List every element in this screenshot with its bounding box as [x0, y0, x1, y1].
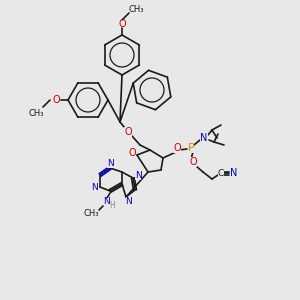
- Text: O: O: [52, 95, 60, 105]
- Text: N: N: [103, 197, 110, 206]
- Text: N: N: [126, 196, 132, 206]
- Text: N: N: [92, 182, 98, 191]
- Text: N: N: [135, 170, 141, 179]
- Text: O: O: [189, 157, 197, 167]
- Text: P: P: [188, 143, 194, 153]
- Text: N: N: [230, 168, 238, 178]
- Text: CH₃: CH₃: [128, 4, 144, 14]
- Text: CH₃: CH₃: [28, 109, 44, 118]
- Text: O: O: [173, 143, 181, 153]
- Text: N: N: [106, 158, 113, 167]
- Text: H: H: [109, 202, 115, 211]
- Text: C: C: [218, 169, 224, 178]
- Text: O: O: [118, 19, 126, 29]
- Text: O: O: [124, 127, 132, 137]
- Text: CH₃: CH₃: [83, 209, 99, 218]
- Text: N: N: [200, 133, 208, 143]
- Text: O: O: [128, 148, 136, 158]
